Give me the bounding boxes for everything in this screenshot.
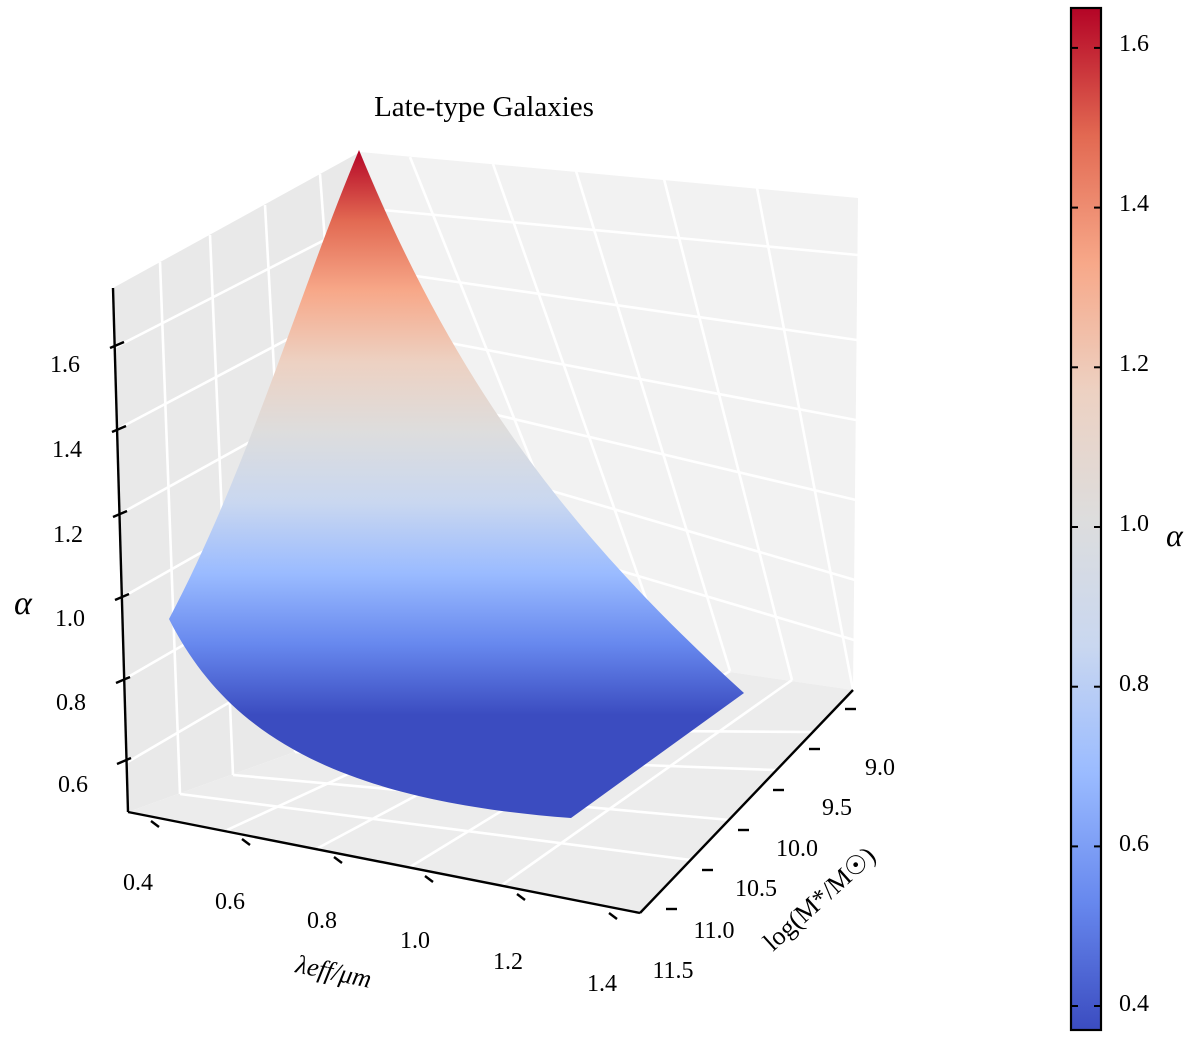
y-tick-label: 11.5 bbox=[652, 958, 693, 984]
y-tick-label: 10.0 bbox=[776, 836, 818, 862]
x-tick-labels: 0.4 0.6 0.8 1.0 1.2 1.4 bbox=[123, 870, 617, 997]
z-axis-label: α bbox=[14, 585, 33, 622]
colorbar-gradient bbox=[1069, 6, 1103, 1032]
colorbar-label: α bbox=[1166, 517, 1184, 553]
z-tick-labels: 0.6 0.8 1.0 1.2 1.4 1.6 bbox=[50, 352, 88, 798]
surface-alpha bbox=[169, 150, 744, 818]
colorbar-tick-label: 1.2 bbox=[1119, 351, 1149, 377]
z-tick-label: 0.8 bbox=[56, 690, 86, 716]
colorbar-tick-labels: 0.4 0.6 0.8 1.0 1.2 1.4 1.6 bbox=[1119, 31, 1149, 1017]
x-axis-ticks bbox=[150, 820, 618, 920]
x-tick-label: 1.2 bbox=[493, 949, 523, 975]
z-tick-label: 0.6 bbox=[58, 772, 88, 798]
colorbar-tick-label: 0.4 bbox=[1119, 991, 1149, 1017]
chart-title: Late-type Galaxies bbox=[374, 91, 594, 123]
axis-lines bbox=[109, 287, 856, 920]
colorbar-tick-label: 1.6 bbox=[1119, 31, 1149, 57]
colorbar-tick-label: 1.0 bbox=[1119, 511, 1149, 537]
x-tick-label: 0.8 bbox=[307, 908, 337, 934]
y-tick-label: 11.0 bbox=[693, 918, 734, 944]
y-tick-label: 9.5 bbox=[822, 795, 852, 821]
colorbar-ticks bbox=[1071, 46, 1101, 1007]
z-tick-label: 1.6 bbox=[50, 352, 80, 378]
y-axis-ticks bbox=[666, 707, 856, 911]
y-tick-labels: 9.0 9.5 10.0 10.5 11.0 11.5 bbox=[652, 755, 895, 984]
z-axis-ticks bbox=[109, 340, 132, 766]
colorbar-tick-label: 0.6 bbox=[1119, 831, 1149, 857]
colorbar-tick-label: 0.8 bbox=[1119, 671, 1149, 697]
x-axis-label: λeff/μm bbox=[292, 949, 374, 993]
x-tick-label: 1.0 bbox=[400, 928, 430, 954]
z-tick-label: 1.0 bbox=[55, 606, 85, 632]
x-axis-line bbox=[127, 810, 641, 915]
y-tick-label: 9.0 bbox=[865, 755, 895, 781]
z-axis-line bbox=[111, 287, 130, 813]
colorbar-tick-label: 1.4 bbox=[1119, 191, 1149, 217]
y-axis-line bbox=[639, 689, 854, 914]
z-tick-label: 1.2 bbox=[53, 522, 83, 548]
z-tick-label: 1.4 bbox=[52, 437, 82, 463]
y-tick-label: 10.5 bbox=[735, 876, 777, 902]
x-tick-label: 0.4 bbox=[123, 870, 153, 896]
x-tick-label: 0.6 bbox=[215, 889, 245, 915]
colorbar: 0.4 0.6 0.8 1.0 1.2 1.4 1.6 α bbox=[1069, 6, 1184, 1032]
x-tick-label: 1.4 bbox=[587, 971, 617, 997]
